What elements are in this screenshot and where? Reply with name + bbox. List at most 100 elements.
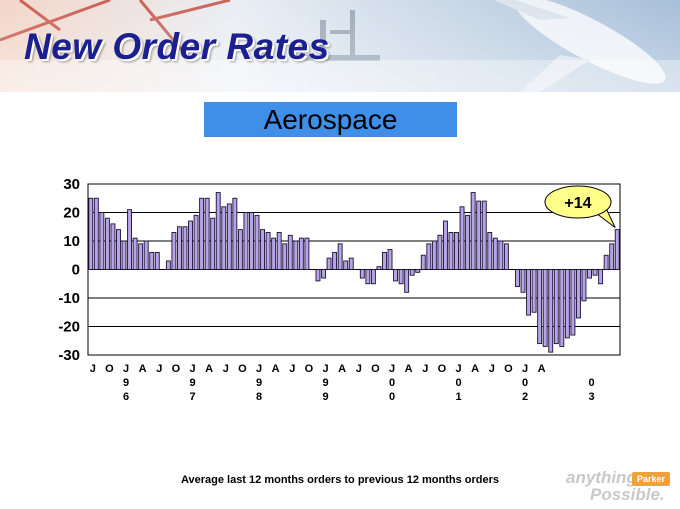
- callout-bubble: [544, 185, 612, 219]
- bar: [531, 269, 537, 313]
- bar: [553, 269, 559, 345]
- x-year-label: 9: [123, 377, 129, 389]
- bar: [470, 192, 476, 270]
- bar: [88, 197, 94, 270]
- y-tick-label: 10: [63, 233, 80, 250]
- y-tick-label: -20: [58, 319, 80, 336]
- x-tick-label: O: [105, 363, 114, 375]
- x-year-label: 2: [522, 391, 528, 403]
- bar: [249, 212, 254, 270]
- x-tick-label: J: [123, 363, 129, 375]
- x-year-label: 0: [389, 391, 395, 403]
- bar: [431, 240, 437, 270]
- bar: [559, 269, 565, 347]
- x-year-label: 9: [256, 377, 262, 389]
- bar: [287, 234, 293, 270]
- page-title: New Order Rates: [24, 26, 330, 67]
- callout-layer: +14: [544, 185, 616, 228]
- bar: [93, 197, 99, 270]
- bar: [304, 237, 310, 270]
- bar: [265, 231, 271, 270]
- bar: [243, 212, 249, 270]
- bar: [581, 269, 587, 302]
- header-banner: New Order Rates: [0, 0, 680, 92]
- bar: [382, 251, 387, 270]
- x-tick-label: A: [139, 363, 147, 375]
- bar: [548, 269, 554, 353]
- bar: [454, 231, 459, 270]
- bars-layer: [88, 192, 620, 353]
- bar: [237, 229, 243, 270]
- bar: [575, 269, 581, 319]
- bar: [215, 192, 221, 270]
- logo-text-line1: anything: [566, 468, 637, 487]
- bar: [138, 243, 144, 270]
- bar: [537, 269, 543, 345]
- bar: [404, 269, 410, 293]
- bar: [315, 269, 321, 282]
- callout-joint: [590, 203, 604, 209]
- grid-layer: [87, 183, 621, 356]
- bar: [487, 231, 493, 270]
- bar: [326, 257, 332, 270]
- bar: [282, 243, 288, 270]
- bar: [409, 269, 415, 276]
- bar: [420, 254, 426, 270]
- bar: [149, 251, 155, 270]
- bar: [370, 269, 376, 285]
- x-year-label: 3: [588, 391, 594, 403]
- bar: [260, 229, 266, 270]
- x-tick-label: A: [338, 363, 346, 375]
- bar: [188, 220, 193, 270]
- x-year-label: 0: [522, 377, 528, 389]
- x-tick-label: A: [272, 363, 280, 375]
- bar: [415, 269, 421, 273]
- bar: [127, 209, 133, 270]
- x-year-label: 9: [322, 377, 328, 389]
- bar: [387, 249, 393, 270]
- x-year-label: 6: [123, 391, 129, 403]
- x-tick-label: J: [455, 363, 461, 375]
- bar: [515, 269, 520, 288]
- y-tick-label: 0: [72, 262, 80, 279]
- bar: [99, 212, 105, 270]
- x-year-label: 7: [189, 391, 195, 403]
- bar: [564, 269, 570, 339]
- bar: [398, 269, 404, 285]
- x-year-label: 9: [189, 377, 195, 389]
- bar: [598, 269, 604, 285]
- x-tick-label: J: [223, 363, 229, 375]
- x-tick-label: J: [256, 363, 262, 375]
- bar: [254, 214, 260, 270]
- x-year-label: 0: [389, 377, 395, 389]
- bar: [321, 269, 326, 279]
- bar: [587, 269, 592, 279]
- subtitle: Aerospace: [263, 104, 398, 135]
- bar: [337, 243, 343, 270]
- bar: [426, 243, 432, 270]
- x-year-label: 0: [455, 377, 461, 389]
- x-year-label: 8: [256, 391, 262, 403]
- bar: [171, 231, 177, 270]
- bar: [520, 269, 526, 293]
- crane-icon: [0, 0, 231, 61]
- bar: [614, 229, 620, 270]
- bar: [609, 243, 615, 270]
- x-tick-label: J: [156, 363, 162, 375]
- banner-illustration: [0, 0, 680, 92]
- x-tick-label: A: [205, 363, 213, 375]
- company-logo: anything Possible. Parker: [562, 466, 674, 506]
- bar: [182, 226, 188, 270]
- bar: [393, 269, 399, 282]
- x-tick-label: J: [90, 363, 96, 375]
- x-tick-label: O: [238, 363, 247, 375]
- bar: [503, 243, 509, 270]
- x-tick-label: A: [405, 363, 413, 375]
- bar: [176, 226, 182, 270]
- bar: [143, 240, 149, 270]
- x-tick-label: J: [389, 363, 395, 375]
- x-tick-label: O: [305, 363, 314, 375]
- x-tick-label: J: [322, 363, 328, 375]
- bar: [116, 229, 121, 270]
